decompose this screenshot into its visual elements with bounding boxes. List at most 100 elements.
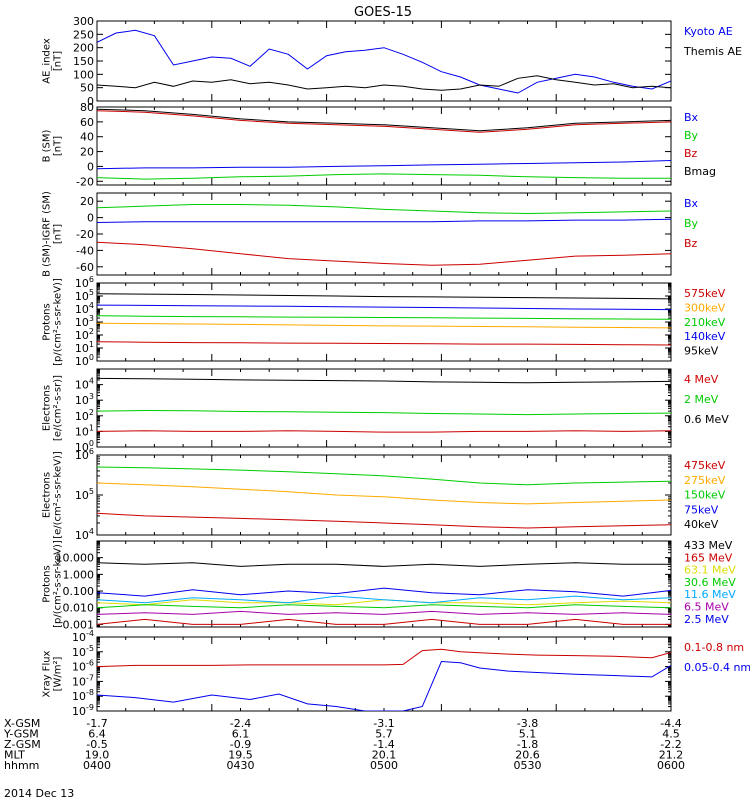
- footer-value: -2.2: [660, 738, 681, 751]
- y-tick-label: 100: [73, 68, 94, 81]
- footer-row-label: MLT: [4, 749, 25, 762]
- legend-40kev: 40keV: [684, 518, 719, 531]
- panel-8: 10-910-810-710-610-510-4 Xray Flux [W/m²] 0…: [42, 629, 750, 718]
- legend-0-05-0-4-nm: 0.05-0.4 nm: [684, 661, 750, 674]
- y-tick-label: 10-8: [72, 688, 94, 703]
- legend-475kev: 475keV: [684, 459, 726, 472]
- legend-165-mev: 165 MeV: [684, 551, 733, 564]
- series-line-275kev: [97, 482, 671, 505]
- y-axis-label: [nT]: [53, 224, 64, 244]
- y-tick-label: 20: [80, 195, 94, 208]
- y-tick-label: 0.010: [63, 602, 95, 615]
- footer-value: -2.4: [230, 717, 251, 730]
- footer-row-label: Y-GSM: [3, 728, 39, 741]
- legend-2-5-mev: 2.5 MeV: [684, 613, 729, 626]
- legend-30-6-mev: 30.6 MeV: [684, 576, 736, 589]
- series-line-6-5-mev: [97, 610, 671, 615]
- y-axis-label: [e/(cm²-s-sr-keV)]: [53, 451, 64, 539]
- legend-by: By: [684, 129, 699, 142]
- series-line-themis-ae: [97, 75, 671, 91]
- y-tick-label: -40: [76, 244, 94, 257]
- footer-value: 0600: [657, 759, 685, 772]
- legend-4-mev: 4 MeV: [684, 373, 719, 386]
- footer-row-label: X-GSM: [4, 717, 40, 730]
- legend-210kev: 210keV: [684, 316, 726, 329]
- footer-value: 5.1: [519, 728, 537, 741]
- footer-value: 6.1: [232, 728, 250, 741]
- footer-value: 0530: [514, 759, 542, 772]
- legend-0-6-mev: 0.6 MeV: [684, 413, 729, 426]
- legend-bx: Bx: [684, 197, 699, 210]
- footer-value: -1.4: [373, 738, 394, 751]
- y-axis-label: AE_index: [42, 38, 53, 84]
- footer-value: 4.5: [662, 728, 680, 741]
- series-line-165-mev: [97, 618, 671, 625]
- series-line-by: [97, 204, 671, 215]
- y-axis-label: Protons: [42, 565, 53, 602]
- y-tick-label: 100: [75, 353, 94, 368]
- y-tick-label: 102: [75, 408, 94, 423]
- y-tick-label: -20: [76, 175, 94, 188]
- y-tick-label: 150: [73, 55, 94, 68]
- footer-value: 21.2: [659, 749, 684, 762]
- y-axis-label: [W/m²]: [53, 656, 64, 691]
- y-tick-label: 50: [80, 82, 94, 95]
- y-tick-label: 10-7: [72, 673, 94, 688]
- y-tick-label: 0.100: [63, 585, 95, 598]
- y-tick-label: -20: [76, 228, 94, 241]
- series-line-140kev: [97, 304, 671, 311]
- y-tick-label: 101: [75, 423, 94, 438]
- footer-value: 0400: [83, 759, 111, 772]
- ephemeris-footer: X-GSM -1.7 -2.4 -3.1 -3.8 -4.4 Y-GSM 6.4 6.1 5.7 5…: [3, 717, 685, 772]
- footer-value: -3.8: [517, 717, 538, 730]
- legend-95kev: 95keV: [684, 345, 719, 358]
- series-line-bz: [97, 241, 671, 266]
- series-line-11-6-mev: [97, 595, 671, 604]
- footer-value: -1.8: [517, 738, 538, 751]
- footer-value: 20.1: [372, 749, 397, 762]
- y-tick-label: 10-5: [72, 644, 94, 659]
- y-tick-label: -60: [76, 261, 94, 274]
- y-tick-label: 104: [75, 377, 94, 392]
- series-line-30-6-mev: [97, 604, 671, 609]
- series-group: [97, 466, 671, 529]
- y-tick-label: 10-9: [72, 703, 94, 718]
- series-line-bx: [97, 218, 671, 223]
- legend-575kev: 575keV: [684, 287, 726, 300]
- y-tick-label: 0: [87, 212, 94, 225]
- footer-value: -0.9: [230, 738, 251, 751]
- footer-value: 0430: [227, 759, 255, 772]
- y-tick-label: 105: [75, 487, 94, 502]
- series-line-2-mev: [97, 409, 671, 416]
- panel-6: 104 105 106 Electrons [e/(cm²-s-sr-keV)] 475k…: [42, 447, 726, 542]
- y-tick-label: 40: [80, 131, 94, 144]
- footer-value: 20.6: [515, 749, 540, 762]
- y-tick-label: 20: [80, 146, 94, 159]
- series-group: [97, 29, 671, 94]
- y-tick-label: 0: [87, 160, 94, 173]
- legend-0-1-0-8-nm: 0.1-0.8 nm: [684, 641, 744, 654]
- date-label: 2014 Dec 13: [4, 787, 74, 800]
- legend-11-6-mev: 11.6 MeV: [684, 588, 736, 601]
- legend-by: By: [684, 217, 699, 230]
- series-line-bmag: [97, 108, 671, 132]
- panel-3: -60 -40 -20 0 20 B (SM)-IGRF (SM) [nT] Bx By Bz: [42, 191, 699, 277]
- y-axis-label: Electrons: [42, 385, 53, 431]
- series-line-2-5-mev: [97, 587, 671, 597]
- footer-value: -1.7: [86, 717, 107, 730]
- y-axis-label: [nT]: [53, 51, 64, 71]
- y-tick-label: 60: [80, 116, 94, 129]
- y-tick-label: 10.000: [56, 552, 95, 565]
- series-line-95kev: [97, 293, 671, 300]
- y-axis-label: Protons: [42, 303, 53, 340]
- y-axis-label: [p/(cm²-s-sr-keV)]: [53, 278, 64, 366]
- series-line-475kev: [97, 512, 671, 529]
- y-tick-label: 1.000: [63, 568, 95, 581]
- y-tick-label: 10-4: [72, 629, 94, 644]
- y-tick-label: 104: [75, 527, 94, 542]
- legend-6-5-mev: 6.5 MeV: [684, 601, 729, 614]
